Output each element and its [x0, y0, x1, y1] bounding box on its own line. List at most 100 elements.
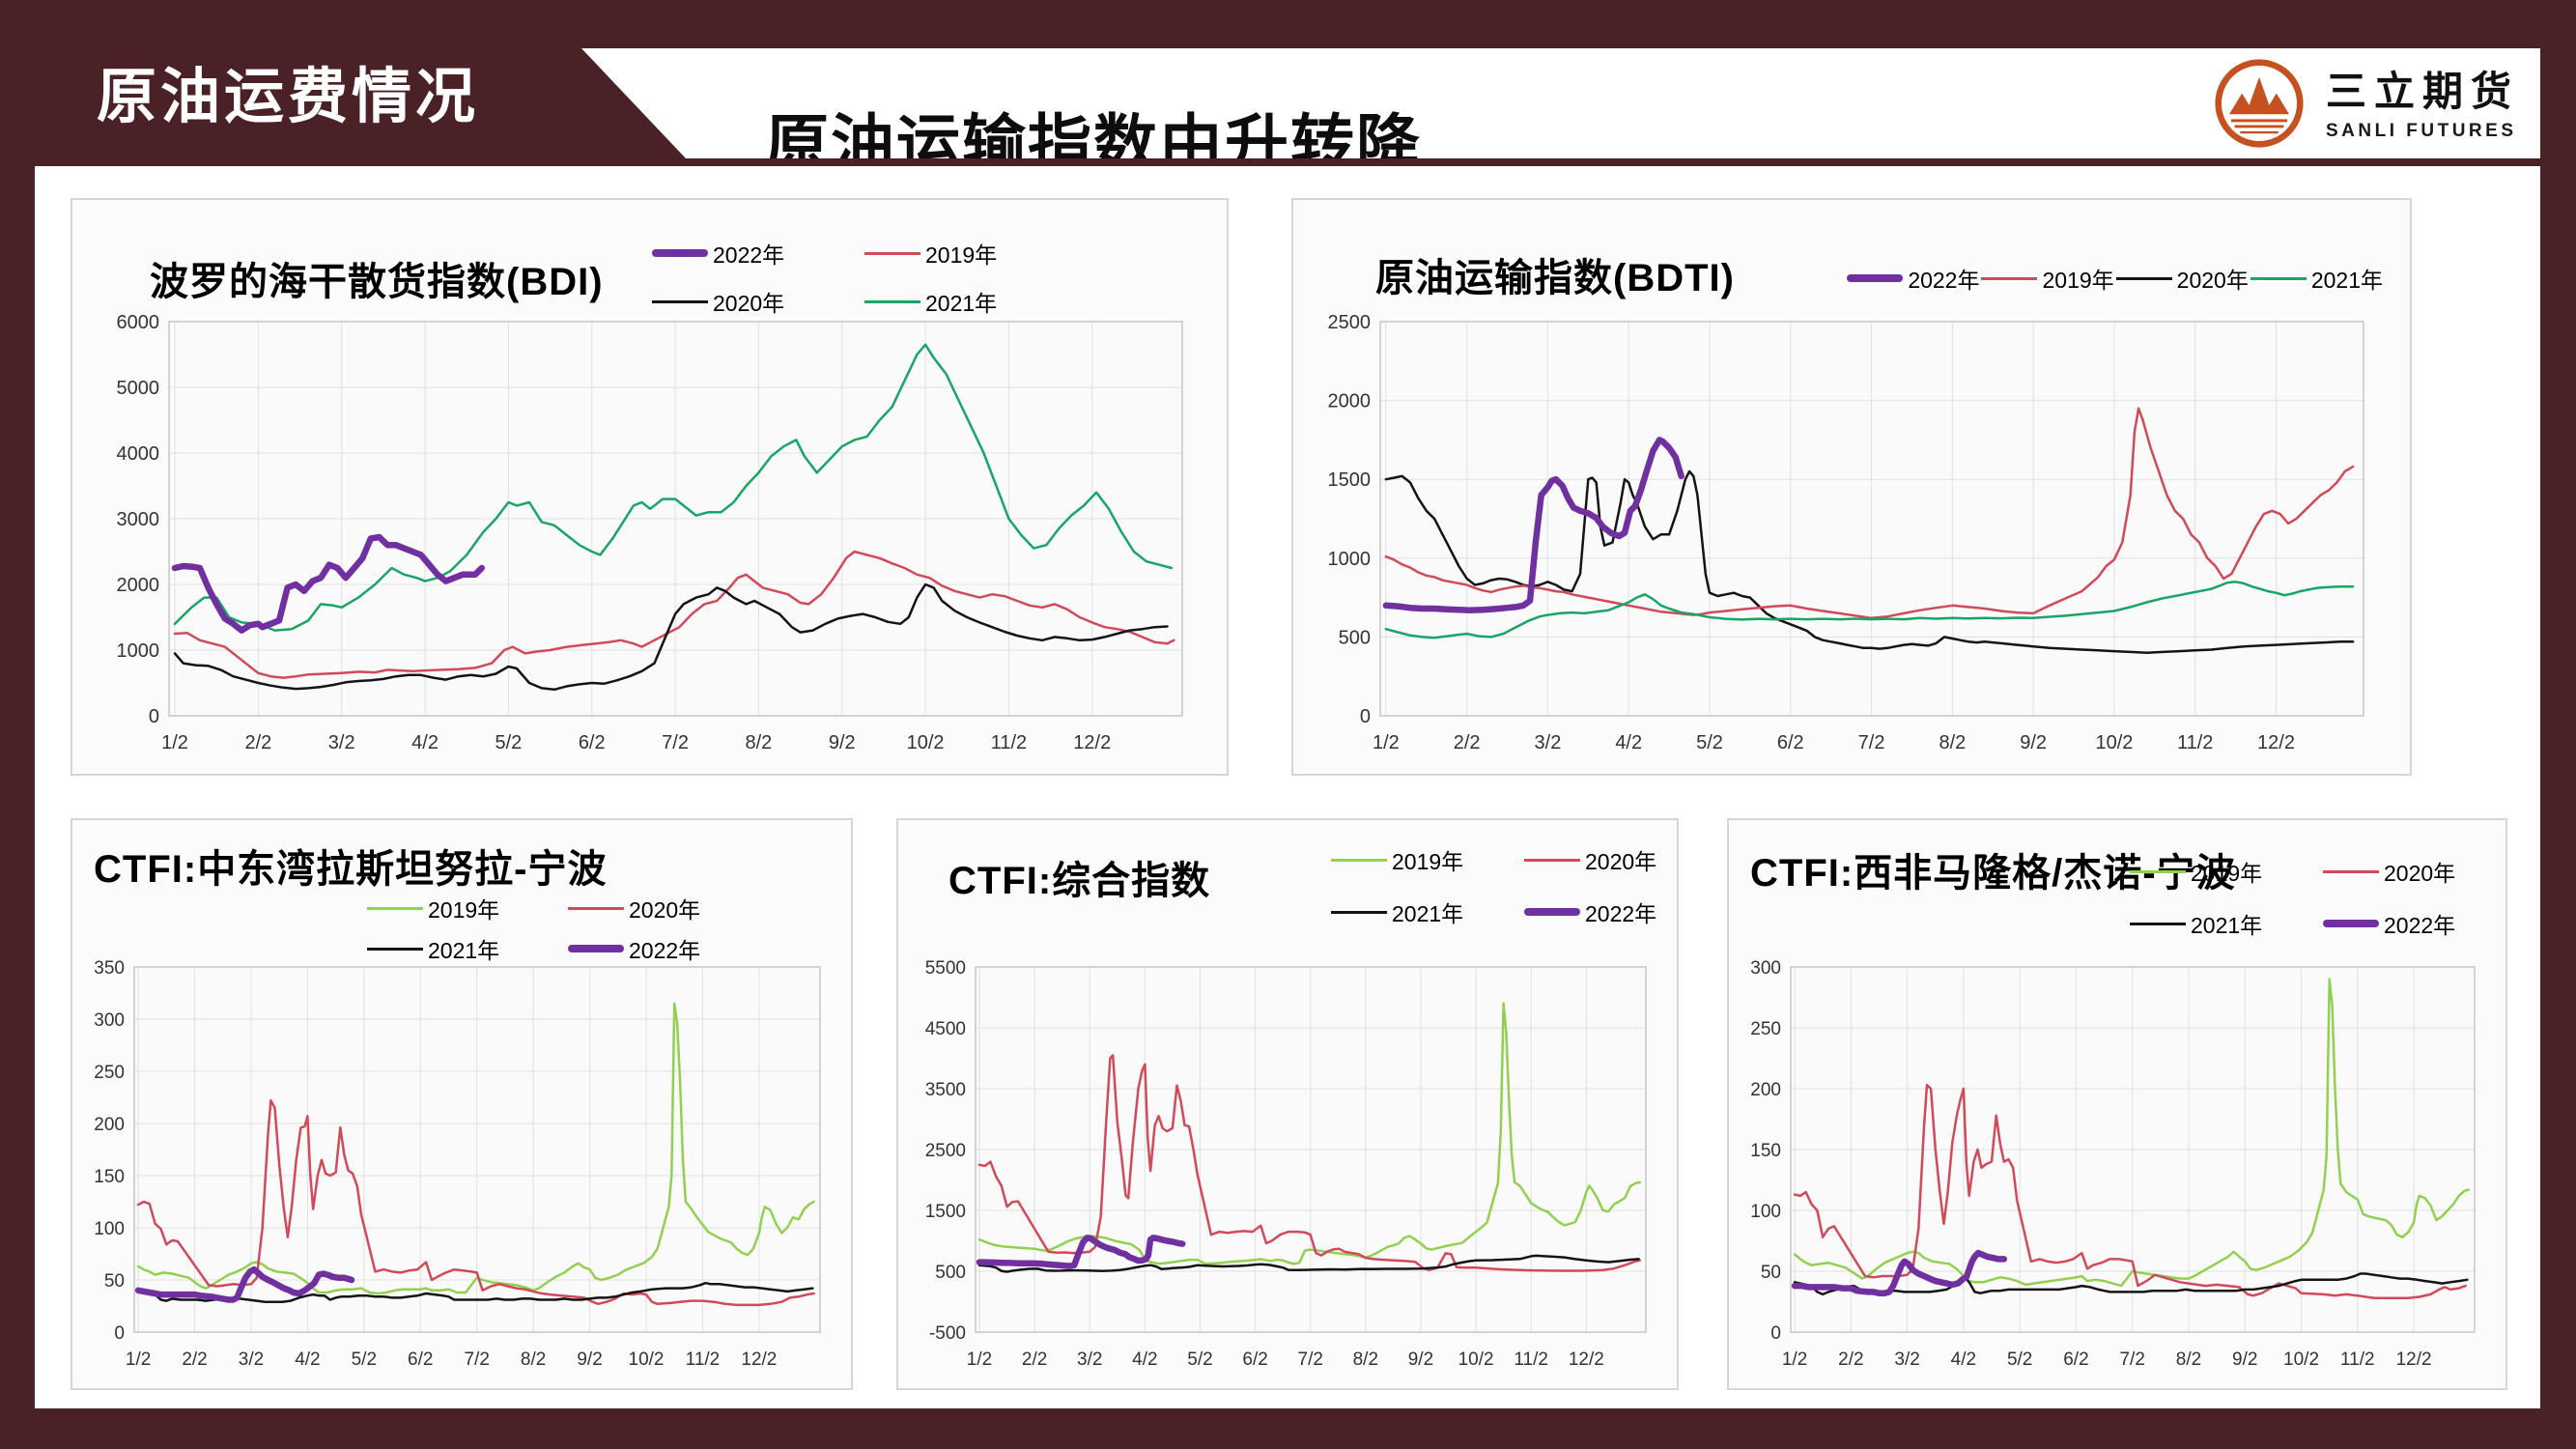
legend-swatch	[1847, 274, 1904, 282]
svg-text:4000: 4000	[117, 443, 160, 465]
svg-text:500: 500	[935, 1263, 966, 1283]
svg-text:12/2: 12/2	[1569, 1350, 1604, 1370]
svg-text:2/2: 2/2	[1454, 732, 1481, 753]
title-plate: 原油运输指数由升转降 三立期货 SANLI FUTURES	[581, 48, 2542, 158]
svg-text:50: 50	[104, 1271, 125, 1292]
svg-text:2/2: 2/2	[1022, 1350, 1047, 1370]
legend-label: 2019年	[2042, 268, 2114, 293]
svg-text:2/2: 2/2	[1838, 1350, 1863, 1370]
svg-text:100: 100	[1750, 1202, 1781, 1222]
chart-title-ctfi-middle-east: CTFI:中东湾拉斯坦努拉-宁波	[94, 848, 608, 891]
svg-text:8/2: 8/2	[521, 1350, 546, 1370]
svg-text:8/2: 8/2	[2176, 1350, 2201, 1370]
svg-text:100: 100	[94, 1219, 125, 1239]
svg-text:5000: 5000	[117, 378, 160, 399]
svg-text:11/2: 11/2	[1514, 1350, 1548, 1370]
svg-text:11/2: 11/2	[991, 732, 1027, 753]
legend-label: 2020年	[2176, 268, 2249, 293]
svg-text:7/2: 7/2	[1298, 1350, 1323, 1370]
legend-label: 2019年	[2191, 861, 2263, 886]
legend-swatch	[2323, 869, 2379, 873]
svg-text:2500: 2500	[1328, 312, 1372, 333]
svg-text:9/2: 9/2	[1408, 1350, 1433, 1370]
svg-text:3/2: 3/2	[328, 732, 355, 753]
svg-text:5/2: 5/2	[1187, 1350, 1212, 1370]
svg-text:9/2: 9/2	[2232, 1350, 2257, 1370]
svg-text:1/2: 1/2	[1373, 732, 1400, 753]
chart-bdi: 1/2 2/2 3/2 4/2 5/2 6/2 7/2 8/2 9/2 10/2 11/2 12/2 0…	[117, 312, 1183, 753]
chart-title-bdti: 原油运输指数(BDTI)	[1375, 257, 1735, 299]
svg-text:9/2: 9/2	[829, 732, 856, 753]
chart-title-ctfi-composite: CTFI:综合指数	[948, 860, 1211, 902]
legend-label: 2022年	[629, 938, 701, 963]
legend-label: 2019年	[428, 897, 500, 923]
legend-item: 2019年	[864, 237, 997, 270]
legend-label: 2019年	[1392, 849, 1464, 874]
legend-item: 2020年	[652, 285, 864, 318]
legend-label: 2021年	[1392, 901, 1464, 926]
svg-text:0: 0	[149, 706, 159, 727]
legend-swatch	[652, 299, 708, 303]
svg-text:3000: 3000	[117, 509, 160, 530]
svg-text:8/2: 8/2	[745, 732, 772, 753]
svg-text:1000: 1000	[117, 640, 160, 662]
logo-name-cn: 三立期货	[2326, 69, 2520, 115]
legend-item: 2022年	[568, 932, 700, 965]
svg-text:500: 500	[1339, 627, 1371, 648]
legend-item: 2020年	[568, 892, 700, 924]
legend-item: 2021年	[864, 285, 997, 318]
svg-text:2000: 2000	[117, 575, 160, 596]
legend-label: 2022年	[713, 242, 785, 268]
legend-label: 2022年	[1908, 268, 1980, 293]
svg-text:9/2: 9/2	[2020, 732, 2047, 753]
legend-item: 2019年	[2130, 855, 2323, 888]
legend-swatch	[864, 299, 920, 303]
legend-ctfi-composite: 2019年 2020年 2021年 2022年	[1331, 843, 1656, 928]
svg-text:1/2: 1/2	[1782, 1350, 1807, 1370]
legend-label: 2022年	[2384, 913, 2456, 938]
legend-label: 2020年	[713, 291, 785, 316]
svg-text:200: 200	[94, 1115, 125, 1135]
legend-label: 2021年	[2310, 268, 2383, 293]
legend-swatch	[1524, 908, 1580, 916]
legend-swatch	[2250, 276, 2307, 280]
legend-item: 2021年	[367, 932, 568, 965]
sanli-logo-icon	[2214, 58, 2305, 154]
right-border	[2540, 0, 2576, 1449]
svg-text:250: 250	[1750, 1019, 1781, 1039]
svg-text:50: 50	[1761, 1263, 1781, 1283]
left-border	[0, 0, 35, 1449]
svg-text:10/2: 10/2	[2095, 732, 2133, 753]
svg-text:0: 0	[1360, 706, 1371, 727]
legend-ctfi-west-africa: 2019年 2020年 2021年 2022年	[2130, 855, 2455, 940]
svg-text:6000: 6000	[117, 312, 160, 333]
svg-text:6/2: 6/2	[408, 1350, 433, 1370]
logo-name-en: SANLI FUTURES	[2326, 120, 2517, 141]
legend-label: 2020年	[2384, 861, 2456, 886]
legend-swatch	[568, 906, 624, 910]
svg-text:8/2: 8/2	[1353, 1350, 1378, 1370]
legend-swatch	[2130, 869, 2186, 873]
legend-item: 2020年	[1524, 843, 1656, 876]
legend-item: 2020年	[2323, 855, 2455, 888]
svg-text:0: 0	[1770, 1323, 1781, 1344]
svg-text:12/2: 12/2	[1073, 732, 1111, 753]
svg-text:150: 150	[1750, 1141, 1781, 1161]
legend-swatch	[652, 249, 708, 257]
legend-swatch	[1331, 910, 1387, 914]
legend-bdti: 2022年 2019年 2020年 2021年	[1847, 262, 2383, 295]
legend-label: 2020年	[1585, 849, 1657, 874]
svg-text:6/2: 6/2	[579, 732, 606, 753]
chart-panel-bdti: 原油运输指数(BDTI) 2022年 2019年 2020年 2021年 1/2 2/2…	[1291, 198, 2412, 776]
svg-text:5/2: 5/2	[495, 732, 522, 753]
legend-item: 2019年	[1981, 262, 2114, 295]
svg-text:5/2: 5/2	[2007, 1350, 2032, 1370]
legend-item: 2022年	[1847, 262, 1979, 295]
bottom-bar	[0, 1408, 2576, 1449]
svg-text:250: 250	[94, 1063, 125, 1083]
legend-swatch	[367, 906, 423, 910]
chart-ctfi-middle-east: 1/2 2/2 3/2 4/2 5/2 6/2 7/2 8/2 9/2 10/2 11/2 12/2 0…	[94, 958, 821, 1370]
legend-item: 2019年	[1331, 843, 1524, 876]
svg-text:2000: 2000	[1328, 391, 1372, 412]
